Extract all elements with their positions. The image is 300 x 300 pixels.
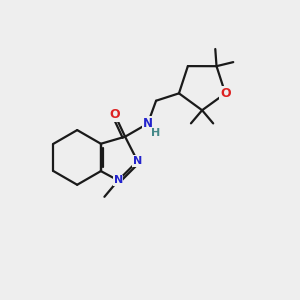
Text: O: O bbox=[220, 87, 231, 100]
Text: N: N bbox=[133, 156, 142, 166]
Text: O: O bbox=[110, 108, 120, 121]
Text: N: N bbox=[143, 117, 153, 130]
Text: H: H bbox=[152, 128, 161, 138]
Text: N: N bbox=[113, 176, 123, 185]
